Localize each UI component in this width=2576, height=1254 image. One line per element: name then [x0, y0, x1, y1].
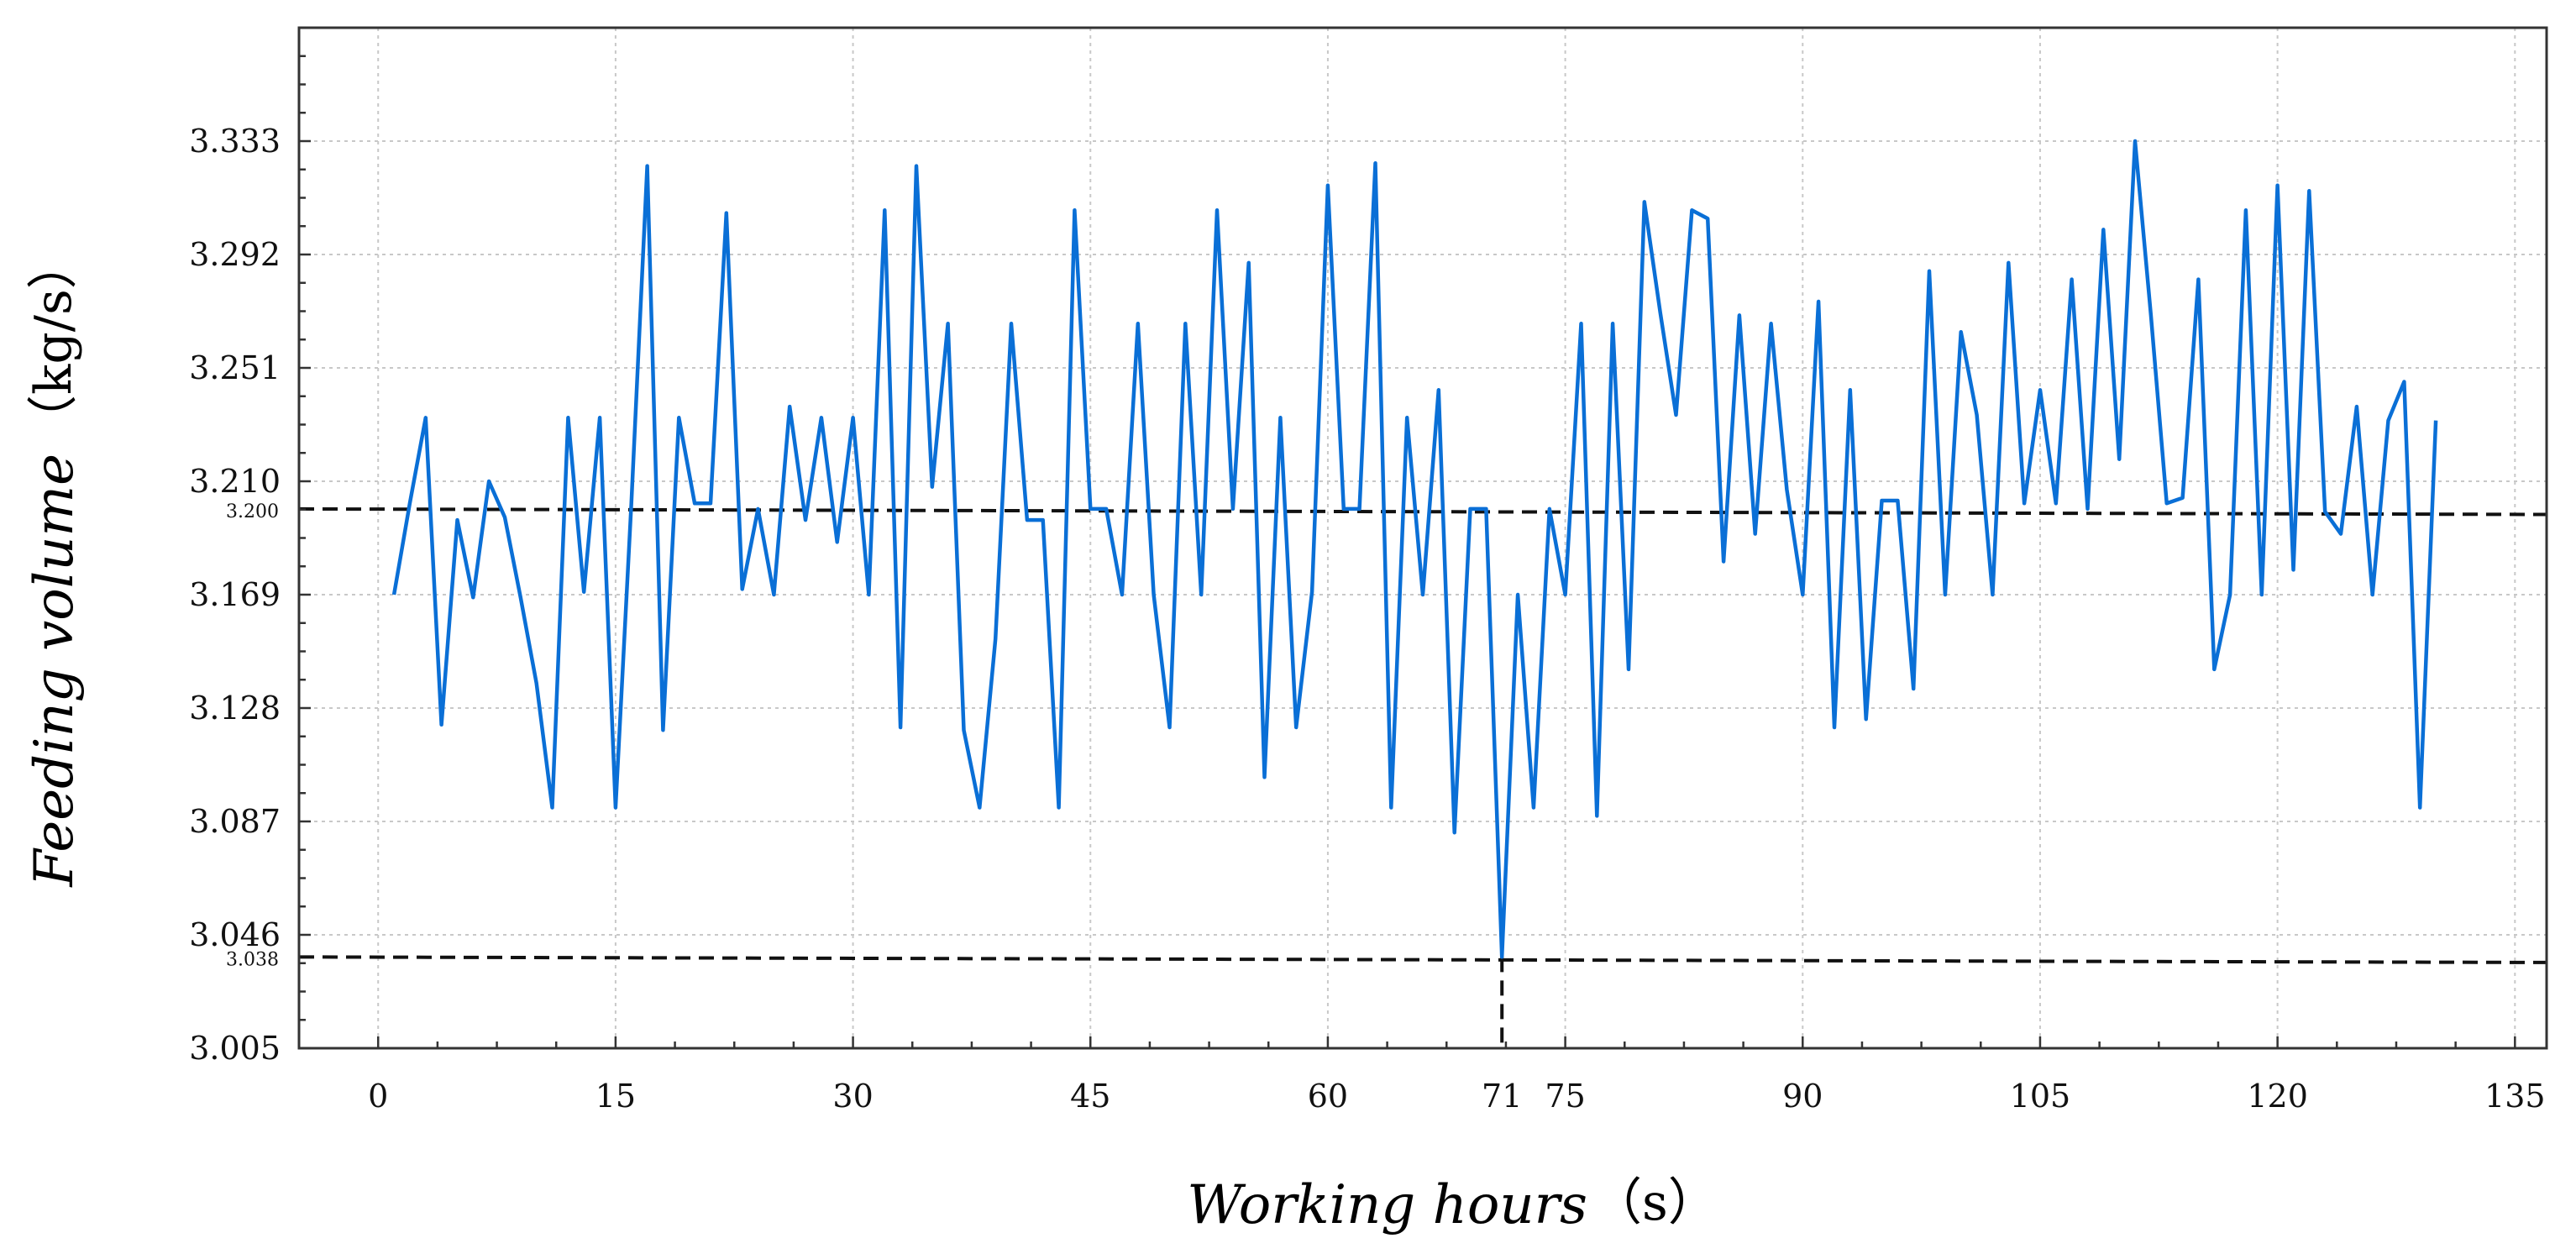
y-tick-label: 3.333 [189, 123, 281, 160]
y-tick-label: 3.087 [189, 803, 281, 840]
x-axis-title: Working hours [1187, 1174, 1587, 1236]
y-axis-ticks: 3.005 3.046 3.087 3.128 3.169 3.210 3.251 3.292… [189, 26, 311, 1067]
x-tick-label: 120 [2247, 1078, 2308, 1115]
y-axis-unit: （kg/s） [24, 239, 83, 445]
feeding-volume-series-line [391, 139, 2438, 959]
y-tick-label: 3.210 [189, 463, 281, 500]
x-tick-label: 105 [2010, 1078, 2071, 1115]
y-axis-title: Feeding volume [24, 454, 86, 888]
x-tick-label: 60 [1308, 1078, 1348, 1115]
y-tick-label: 3.128 [189, 690, 281, 727]
series-layer [391, 139, 2438, 959]
x-axis-unit: （s） [1592, 1173, 1718, 1232]
y-tick-label: 3.292 [189, 236, 281, 273]
reference-line-y [298, 955, 2547, 964]
reference-line-label: 3.200 [226, 501, 279, 522]
x-tick-label: 135 [2484, 1078, 2546, 1115]
axis-titles: Working hours （s） Feeding volume （kg/s） [24, 239, 1718, 1236]
y-tick-label: 3.046 [189, 916, 281, 953]
x-axis-ticks: 0 15 30 45 60 71 75 90 105 120 135 [368, 1036, 2546, 1115]
x-tick-label: 90 [1782, 1078, 1823, 1115]
x-tick-label: 71 [1482, 1078, 1522, 1115]
x-tick-label: 45 [1070, 1078, 1110, 1115]
reference-line-label: 3.038 [226, 949, 279, 970]
reference-line-labels: 3.200 3.038 [226, 501, 279, 970]
y-axis-title-group: Feeding volume （kg/s） [24, 239, 86, 887]
y-tick-label: 3.005 [189, 1030, 281, 1067]
y-tick-label: 3.169 [189, 576, 281, 613]
reference-lines [298, 506, 2547, 1048]
x-tick-label: 15 [595, 1078, 636, 1115]
y-tick-label: 3.251 [189, 349, 281, 386]
x-tick-label: 30 [832, 1078, 873, 1115]
x-tick-label: 75 [1545, 1078, 1585, 1115]
x-tick-label: 0 [368, 1078, 388, 1115]
